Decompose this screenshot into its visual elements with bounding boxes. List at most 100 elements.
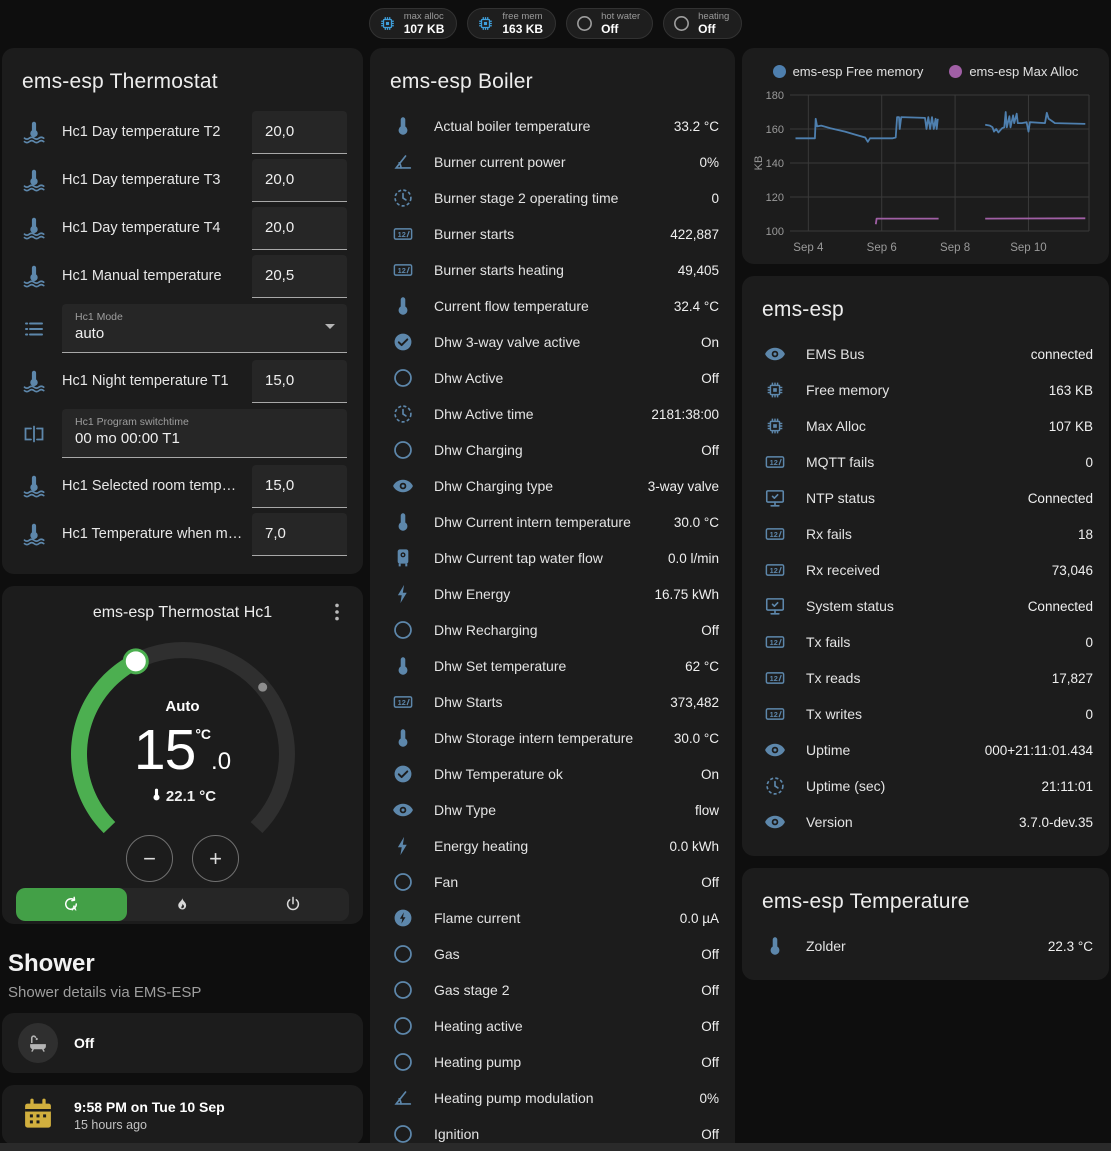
svg-text:2: 2 (402, 698, 406, 707)
entity-row[interactable]: Actual boiler temperature 33.2 °C (386, 108, 719, 144)
shower-item-secondary: 15 hours ago (74, 1117, 147, 1132)
entity-row[interactable]: Dhw Storage intern temperature 30.0 °C (386, 720, 719, 756)
clock-icon (392, 187, 414, 209)
badge-label: heating (698, 10, 730, 22)
entity-row[interactable]: System status Connected (758, 588, 1093, 624)
entity-row[interactable]: Heating pump modulation 0% (386, 1080, 719, 1116)
entity-row[interactable]: Fan Off (386, 864, 719, 900)
thermometer-water-icon (22, 369, 46, 393)
kebab-menu-icon[interactable] (325, 600, 349, 624)
entity-row[interactable]: Dhw Current intern temperature 30.0 °C (386, 504, 719, 540)
entity-row[interactable]: Dhw Set temperature 62 °C (386, 648, 719, 684)
entity-row[interactable]: Gas stage 2 Off (386, 972, 719, 1008)
temperature-increase-button[interactable]: + (192, 835, 239, 882)
entity-row[interactable]: Dhw Type flow (386, 792, 719, 828)
entity-row[interactable]: Free memory 163 KB (758, 372, 1093, 408)
entity-label: Actual boiler temperature (434, 118, 591, 134)
thermometer-water-icon (22, 216, 46, 240)
counter-icon: 1 2 (764, 631, 786, 653)
entity-row[interactable]: Dhw Active time 2181:38:00 (386, 396, 719, 432)
entity-row[interactable]: Uptime (sec) 21:11:01 (758, 768, 1093, 804)
thermostat-dial[interactable]: Auto 15°C.0 22.1 °C − + (18, 626, 348, 882)
entity-row[interactable]: Dhw Charging type 3-way valve (386, 468, 719, 504)
entity-row[interactable]: 1 2 Burner starts heating 49,405 (386, 252, 719, 288)
entity-label: Tx writes (806, 706, 862, 722)
entity-row[interactable]: Burner current power 0% (386, 144, 719, 180)
badge-label: hot water (601, 10, 641, 22)
shower-item[interactable]: 9:58 PM on Tue 10 Sep 15 hours ago (2, 1085, 363, 1145)
entity-row[interactable]: 1 2 Burner starts 422,887 (386, 216, 719, 252)
entity-value: 16.75 kWh (654, 586, 719, 602)
badge-hot-water[interactable]: hot water Off (566, 8, 654, 39)
entity-row[interactable]: 1 2 Rx received 73,046 (758, 552, 1093, 588)
svg-text:2: 2 (402, 266, 406, 275)
svg-text:180: 180 (766, 90, 784, 102)
temperature-input[interactable] (252, 512, 347, 556)
svg-text:1: 1 (770, 458, 774, 467)
entity-row[interactable]: Dhw Current tap water flow 0.0 l/min (386, 540, 719, 576)
hvac-mode-auto-button[interactable]: A (16, 888, 127, 921)
temperature-input[interactable] (252, 254, 347, 298)
temperature-input[interactable] (252, 158, 347, 202)
entity-row[interactable]: EMS Bus connected (758, 336, 1093, 372)
entity-label: Zolder (806, 938, 846, 954)
entity-row[interactable]: 1 2 Rx fails 18 (758, 516, 1093, 552)
entity-row[interactable]: Dhw Energy 16.75 kWh (386, 576, 719, 612)
entity-row[interactable]: Heating active Off (386, 1008, 719, 1044)
temperature-card: ems-esp Temperature Zolder 22.3 °C (742, 868, 1109, 980)
radiobox-blank-icon (575, 14, 594, 33)
entity-row[interactable]: Burner stage 2 operating time 0 (386, 180, 719, 216)
counter-icon: 1 2 (392, 691, 414, 713)
badge-heating[interactable]: heating Off (663, 8, 743, 39)
entity-row[interactable]: Dhw Active Off (386, 360, 719, 396)
entity-value: Connected (1027, 490, 1093, 506)
entity-row[interactable]: Version 3.7.0-dev.35 (758, 804, 1093, 840)
entity-label: Dhw Starts (434, 694, 503, 710)
flash-icon (392, 835, 414, 857)
entity-row[interactable]: Current flow temperature 32.4 °C (386, 288, 719, 324)
field-label: Hc1 Mode (75, 311, 123, 323)
temperature-input[interactable] (252, 464, 347, 508)
entity-row[interactable]: 1 2 Tx writes 0 (758, 696, 1093, 732)
entity-row[interactable]: 1 2 MQTT fails 0 (758, 444, 1093, 480)
entity-row[interactable]: Flame current 0.0 µA (386, 900, 719, 936)
temperature-input[interactable] (252, 206, 347, 250)
field-value: auto (75, 325, 105, 342)
entity-row[interactable]: Zolder 22.3 °C (758, 928, 1093, 964)
entity-row[interactable]: Ignition Off (386, 1116, 719, 1151)
badge-max-alloc[interactable]: max alloc 107 KB (368, 8, 458, 39)
hvac-mode-off-button[interactable] (238, 888, 349, 921)
entity-row[interactable]: 1 2 Tx reads 17,827 (758, 660, 1093, 696)
field-value: 00 mo 00:00 T1 (75, 430, 180, 447)
entity-row[interactable]: 1 2 Dhw Starts 373,482 (386, 684, 719, 720)
text-field[interactable]: Hc1 Program switchtime 00 mo 00:00 T1 (62, 409, 347, 458)
svg-text:100: 100 (766, 226, 784, 238)
entity-label: Hc1 Day temperature T4 (62, 220, 221, 236)
shower-item[interactable]: Off (2, 1013, 363, 1073)
temperature-input[interactable] (252, 359, 347, 403)
legend-item[interactable]: ems-esp Free memory (772, 64, 923, 79)
thermometer-icon (392, 655, 414, 677)
entity-row[interactable]: Gas Off (386, 936, 719, 972)
entity-row[interactable]: Dhw Charging Off (386, 432, 719, 468)
entity-row[interactable]: Uptime 000+21:11:01.434 (758, 732, 1093, 768)
temperature-input[interactable] (252, 110, 347, 154)
shower-item-value: 9:58 PM on Tue 10 Sep (74, 1098, 225, 1115)
entity-row[interactable]: 1 2 Tx fails 0 (758, 624, 1093, 660)
entity-row[interactable]: Dhw Temperature ok On (386, 756, 719, 792)
entity-value: On (700, 334, 719, 350)
entity-row[interactable]: NTP status Connected (758, 480, 1093, 516)
thermostat-card: ems-esp Thermostat Hc1 Day temperature T… (2, 48, 363, 574)
entity-row[interactable]: Max Alloc 107 KB (758, 408, 1093, 444)
entity-label: Dhw Active (434, 370, 504, 386)
entity-row[interactable]: Energy heating 0.0 kWh (386, 828, 719, 864)
entity-row[interactable]: Dhw Recharging Off (386, 612, 719, 648)
hvac-mode-heat-button[interactable] (127, 888, 238, 921)
entity-row[interactable]: Dhw 3-way valve active On (386, 324, 719, 360)
entity-row[interactable]: Heating pump Off (386, 1044, 719, 1080)
legend-item[interactable]: ems-esp Max Alloc (949, 64, 1078, 79)
temperature-decrease-button[interactable]: − (126, 835, 173, 882)
mode-select[interactable]: Hc1 Mode auto (62, 304, 347, 353)
number-entity-row: Hc1 Night temperature T1 (18, 357, 347, 405)
badge-free-mem[interactable]: free mem 163 KB (467, 8, 557, 39)
